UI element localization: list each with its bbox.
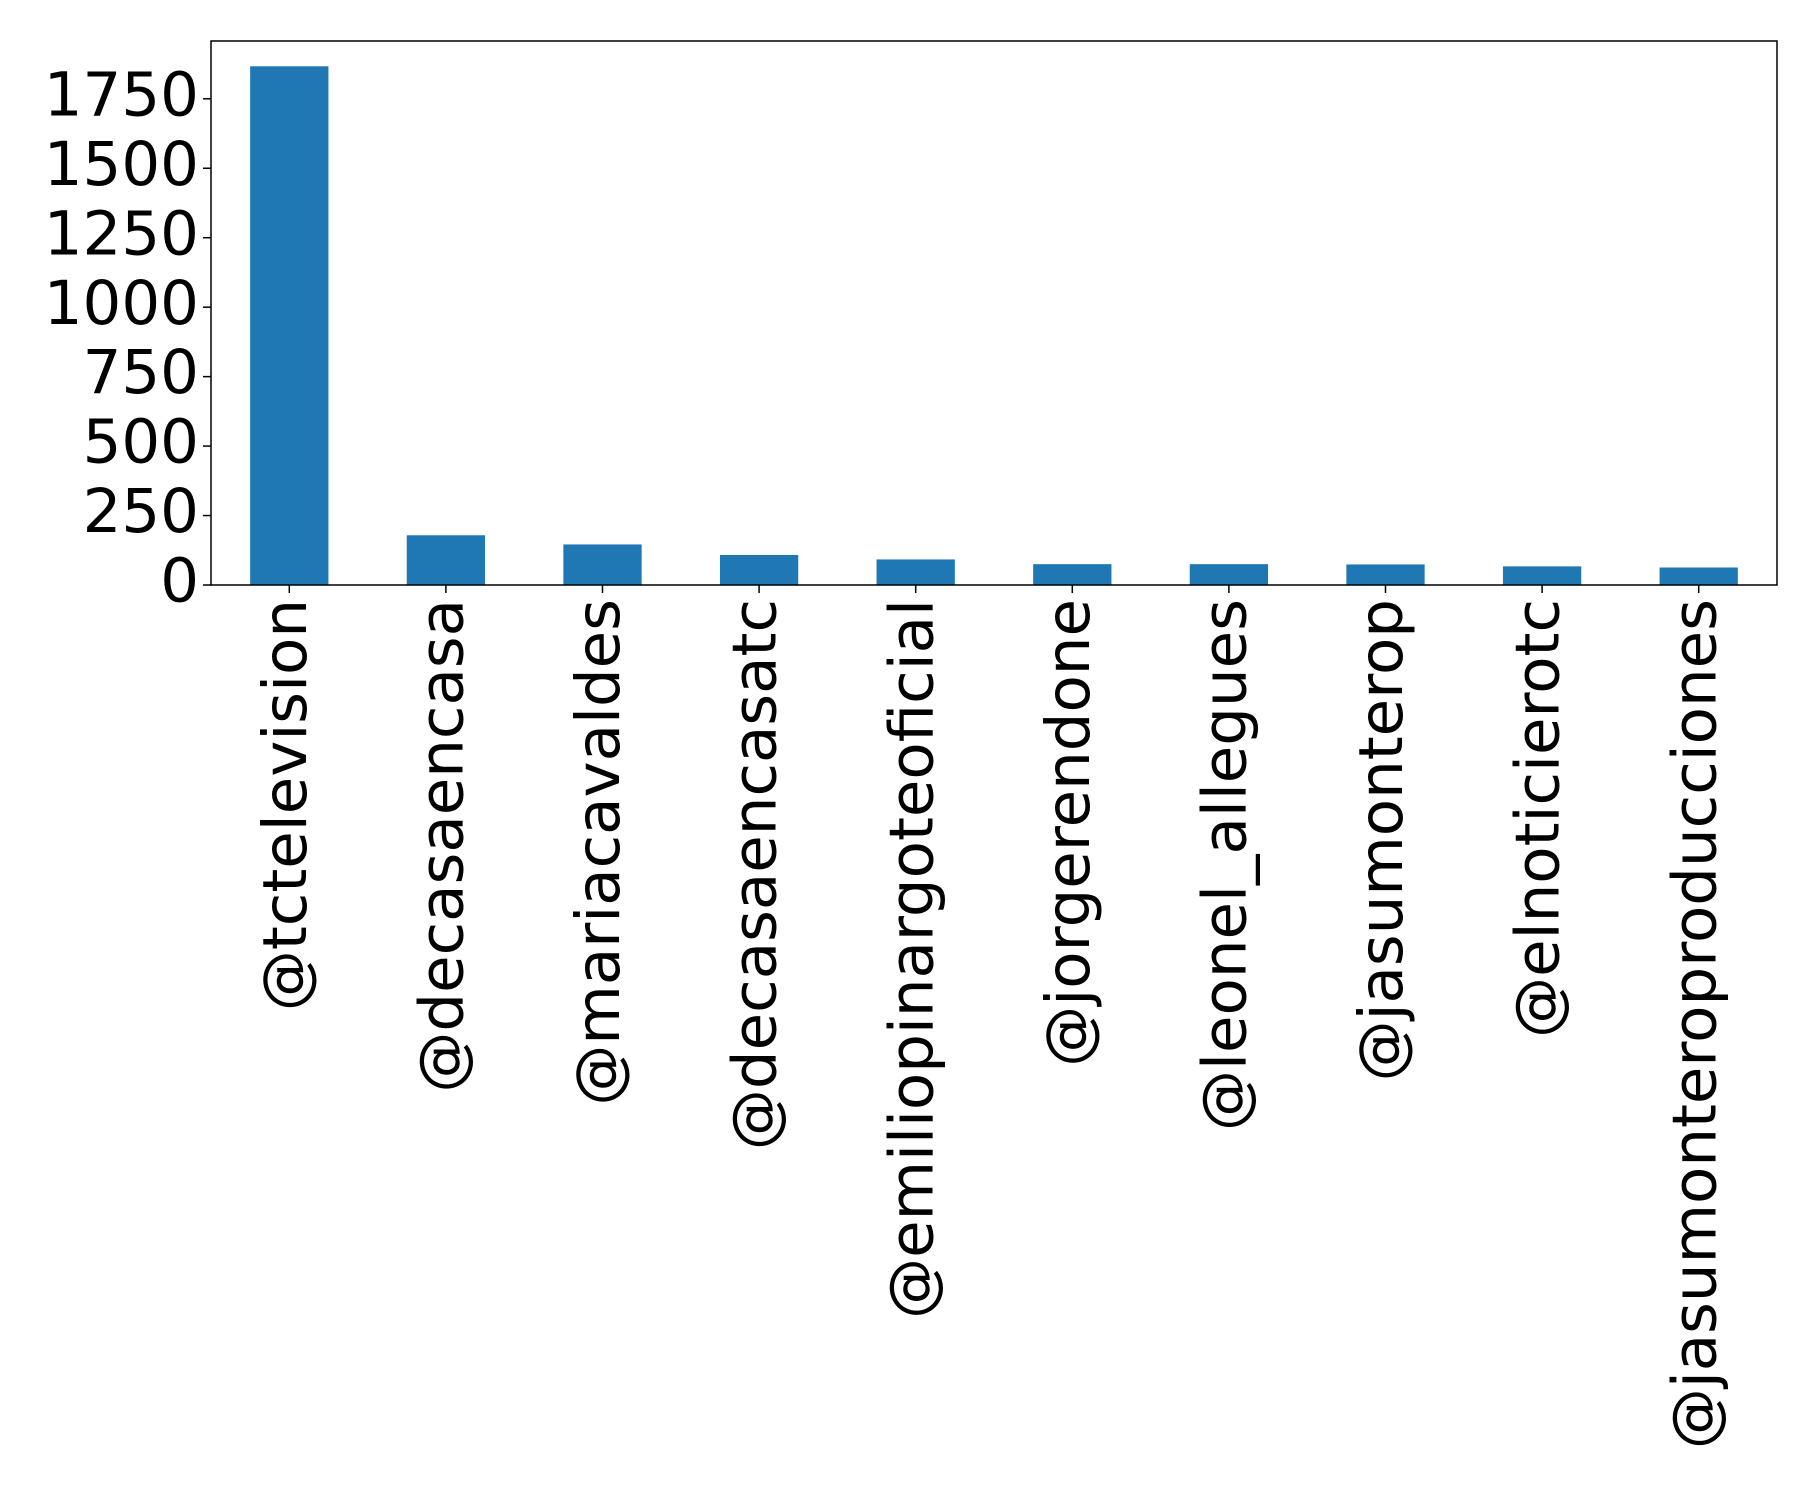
x-tick-label: @decasaencasatc	[720, 599, 791, 1150]
x-tick-label: @emiliopinargoteoficial	[876, 599, 947, 1319]
y-tick-label: 1500	[44, 129, 199, 200]
x-tick-label: @decasaencasa	[406, 599, 477, 1093]
bar	[1502, 566, 1582, 585]
x-tick-label: @jasumonterop	[1346, 599, 1417, 1081]
x-tick-label: @leonel_allegues	[1189, 599, 1260, 1131]
y-tick-label: 1250	[44, 198, 199, 269]
bar	[1346, 564, 1425, 585]
y-tick-label: 1000	[44, 268, 199, 339]
x-tick-label: @elnoticierotc	[1503, 599, 1574, 1038]
bar	[1033, 564, 1112, 585]
y-tick-label: 1750	[44, 59, 199, 130]
bar	[406, 535, 486, 585]
x-tick-label: @jasumonteroproducciones	[1659, 599, 1730, 1449]
y-tick-label: 500	[83, 407, 199, 478]
x-tick-label: @jorgerendone	[1033, 599, 1104, 1067]
y-tick-label: 250	[83, 476, 199, 547]
bar	[1659, 567, 1738, 585]
bar	[250, 66, 329, 585]
bar	[876, 559, 955, 585]
x-tick-label: @tctelevision	[250, 599, 321, 1011]
y-tick-label: 750	[83, 337, 199, 408]
bar	[719, 554, 799, 585]
y-tick-label: 0	[160, 546, 199, 617]
bar	[1189, 564, 1269, 585]
plot-frame	[210, 40, 1778, 586]
bar	[563, 544, 642, 585]
x-tick-label: @mariacavaldes	[563, 599, 634, 1106]
